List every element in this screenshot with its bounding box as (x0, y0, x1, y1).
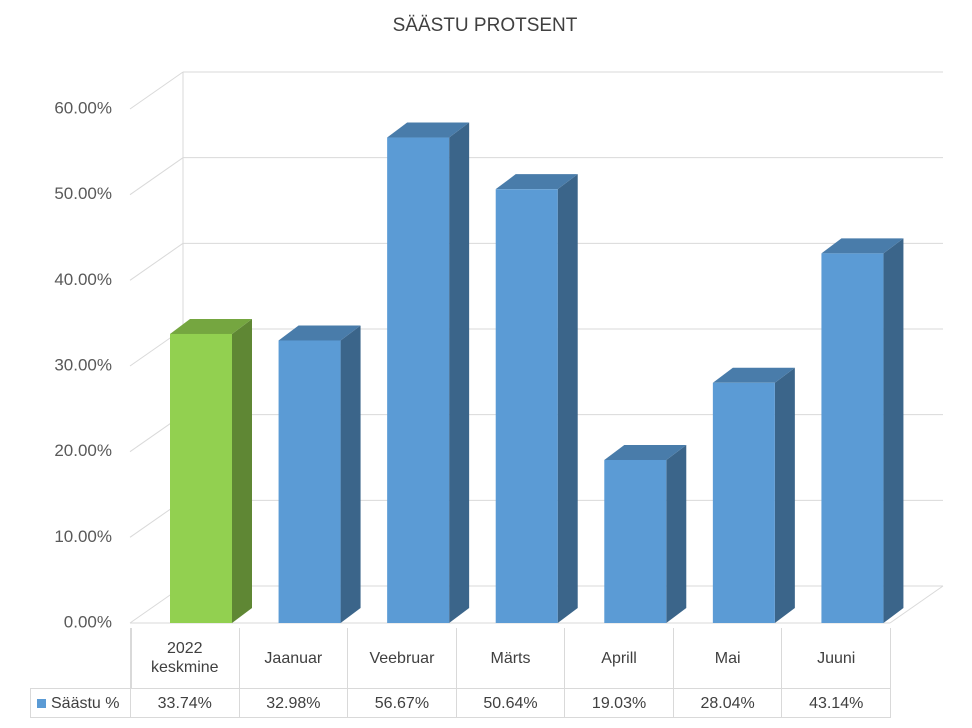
floor-edge (889, 585, 944, 624)
bar (387, 137, 450, 624)
bar-side (449, 122, 470, 623)
bar-side (883, 238, 904, 623)
bar-side (666, 444, 687, 623)
x-tick-label: Jaanuar (238, 628, 349, 689)
value-label: 19.03% (564, 688, 674, 718)
bar (278, 340, 341, 623)
grid-line (129, 71, 184, 110)
value-label: 33.74% (130, 688, 240, 718)
x-tick-label: Juuni (781, 628, 891, 689)
y-tick-label: 30.00% (54, 355, 112, 374)
bar (821, 253, 884, 623)
grid-line (129, 242, 184, 281)
x-tick-label: 2022 keskmine (130, 628, 240, 689)
y-tick-label: 20.00% (54, 441, 112, 460)
bar-top (712, 367, 795, 383)
bar-top (821, 238, 904, 254)
value-label: 43.14% (781, 688, 891, 718)
bar-side (232, 318, 252, 623)
bar-top (387, 122, 470, 138)
y-tick-label: 60.00% (54, 98, 112, 117)
value-label: 56.67% (347, 688, 457, 718)
x-tick-label: Aprill (564, 628, 674, 689)
y-tick-label: 50.00% (54, 184, 112, 203)
legend-entry: Säästu % (30, 688, 131, 718)
bar (604, 459, 667, 623)
y-tick-label: 10.00% (54, 527, 112, 546)
bar-top (604, 444, 687, 460)
value-label: 28.04% (672, 688, 783, 718)
bar-top (278, 325, 361, 341)
legend-swatch (37, 698, 46, 708)
value-label: 50.64% (455, 688, 566, 718)
bar-top (170, 318, 252, 334)
y-tick-label: 40.00% (54, 270, 112, 289)
bar-top (495, 174, 578, 190)
x-tick-label: Märts (455, 628, 566, 689)
y-tick-label: 0.00% (64, 612, 112, 631)
value-label: 32.98% (238, 688, 349, 718)
bar (170, 333, 232, 623)
grid-line (129, 157, 184, 196)
legend-label: Säästu % (51, 694, 120, 712)
bar (495, 189, 558, 623)
chart-title: SÄÄSTU PROTSENT (393, 15, 578, 36)
x-tick-label: Mai (672, 628, 783, 689)
bar-side (774, 367, 795, 623)
bar (712, 382, 775, 623)
bar-side (340, 325, 361, 623)
bar-side (557, 174, 578, 623)
x-tick-label: Veebruar (347, 628, 457, 689)
